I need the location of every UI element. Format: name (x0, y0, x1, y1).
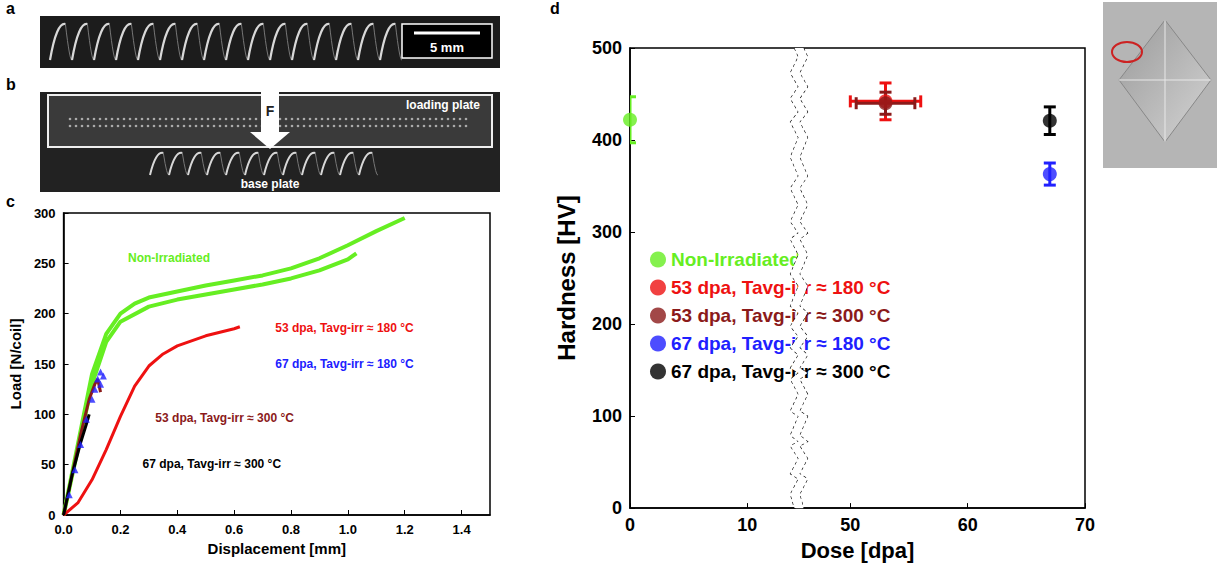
svg-text:300: 300 (34, 206, 56, 221)
svg-text:100: 100 (34, 407, 56, 422)
svg-text:Displacement [mm]: Displacement [mm] (208, 540, 346, 557)
svg-text:500: 500 (592, 38, 622, 58)
svg-text:53 dpa, Tavg-irr ≈ 300 °C: 53 dpa, Tavg-irr ≈ 300 °C (155, 411, 294, 425)
svg-text:1.4: 1.4 (453, 522, 472, 537)
svg-text:200: 200 (34, 306, 56, 321)
svg-text:0.2: 0.2 (111, 522, 129, 537)
svg-text:0.0: 0.0 (55, 522, 73, 537)
html-text:a: a (6, 0, 15, 17)
svg-text:0: 0 (612, 498, 622, 518)
svg-text:67 dpa, Tavg-irr ≈ 300 °C: 67 dpa, Tavg-irr ≈ 300 °C (671, 361, 891, 382)
svg-text:F: F (266, 103, 275, 119)
svg-text:100: 100 (592, 406, 622, 426)
svg-text:400: 400 (592, 130, 622, 150)
svg-text:base plate: base plate (241, 177, 300, 191)
svg-text:Hardness [HV]: Hardness [HV] (553, 195, 580, 360)
svg-text:67 dpa, Tavg-irr ≈ 180 °C: 67 dpa, Tavg-irr ≈ 180 °C (671, 333, 891, 354)
svg-text:53 dpa, Tavg-irr ≈ 300 °C: 53 dpa, Tavg-irr ≈ 300 °C (671, 305, 891, 326)
svg-text:60: 60 (958, 515, 978, 535)
html-text:b: b (6, 76, 16, 93)
svg-text:5 mm: 5 mm (430, 40, 464, 55)
svg-text:Load [N/coil]: Load [N/coil] (7, 319, 24, 410)
svg-text:67 dpa, Tavg-irr ≈ 180 °C: 67 dpa, Tavg-irr ≈ 180 °C (275, 357, 414, 371)
svg-text:0.4: 0.4 (168, 522, 187, 537)
svg-text:0.6: 0.6 (225, 522, 243, 537)
svg-text:50: 50 (840, 515, 860, 535)
svg-text:67 dpa, Tavg-irr ≈ 300 °C: 67 dpa, Tavg-irr ≈ 300 °C (143, 457, 282, 471)
svg-text:0.8: 0.8 (282, 522, 300, 537)
svg-text:loading plate: loading plate (406, 98, 480, 112)
svg-text:1.2: 1.2 (396, 522, 414, 537)
svg-text:70: 70 (1075, 515, 1095, 535)
svg-text:250: 250 (34, 256, 56, 271)
svg-text:1.0: 1.0 (339, 522, 357, 537)
svg-text:150: 150 (34, 357, 56, 372)
svg-text:Non-Irradiated: Non-Irradiated (671, 249, 801, 270)
svg-text:53 dpa, Tavg-irr ≈ 180 °C: 53 dpa, Tavg-irr ≈ 180 °C (275, 321, 414, 335)
svg-text:200: 200 (592, 314, 622, 334)
svg-text:50: 50 (41, 457, 55, 472)
svg-text:Non-Irradiated: Non-Irradiated (128, 251, 210, 265)
svg-text:0: 0 (625, 515, 635, 535)
svg-text:Dose [dpa]: Dose [dpa] (801, 538, 915, 563)
svg-text:300: 300 (592, 222, 622, 242)
svg-text:53 dpa, Tavg-irr ≈ 180 °C: 53 dpa, Tavg-irr ≈ 180 °C (671, 277, 891, 298)
svg-text:10: 10 (737, 515, 757, 535)
html-text:c: c (6, 193, 15, 210)
html-text:d: d (550, 0, 560, 17)
svg-text:0: 0 (48, 508, 55, 523)
